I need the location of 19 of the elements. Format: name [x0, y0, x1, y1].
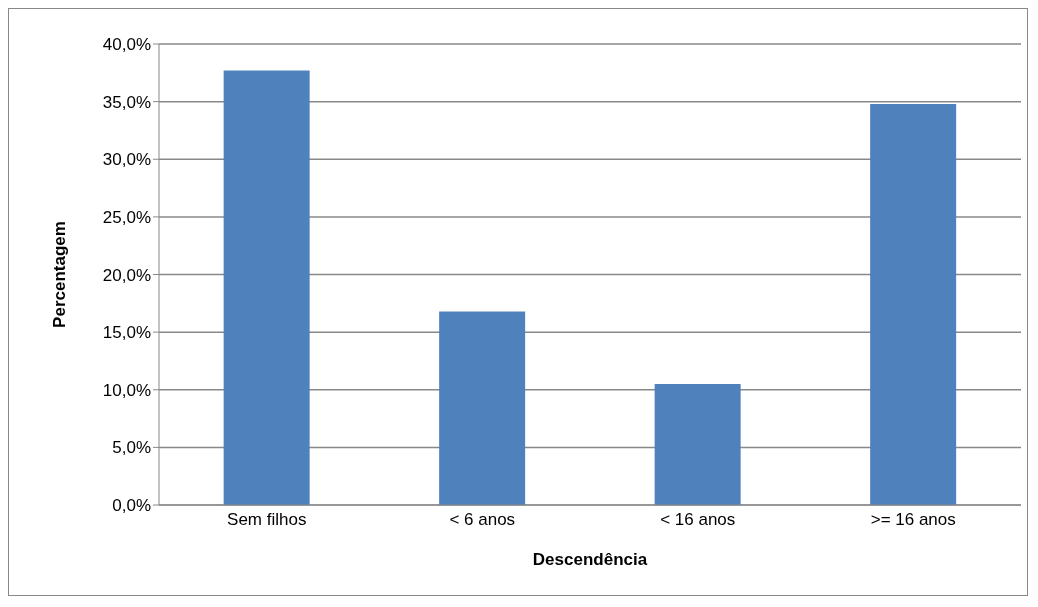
bar: [870, 103, 957, 505]
x-axis-title: Descendência: [532, 550, 648, 569]
y-tick-label: 15,0%: [102, 323, 151, 343]
y-tick-label: 30,0%: [102, 150, 151, 170]
y-axis-title: Percentagem: [50, 221, 70, 328]
x-tick-label: < 6 anos: [449, 510, 516, 530]
bar: [654, 383, 741, 505]
y-tick-label: 10,0%: [102, 380, 151, 400]
x-tick-label: < 16 anos: [660, 510, 736, 530]
bar: [439, 311, 526, 505]
y-tick-label: 25,0%: [102, 207, 151, 227]
y-tick-label: 40,0%: [102, 35, 151, 55]
y-tick-label: 0,0%: [112, 496, 151, 516]
y-tick-label: 20,0%: [102, 265, 151, 285]
x-tick-label: >= 16 anos: [870, 510, 956, 530]
x-tick-label: Sem filhos: [227, 510, 307, 530]
bar: [223, 70, 310, 505]
y-tick-label: 5,0%: [112, 438, 151, 458]
y-tick-label: 35,0%: [102, 92, 151, 112]
